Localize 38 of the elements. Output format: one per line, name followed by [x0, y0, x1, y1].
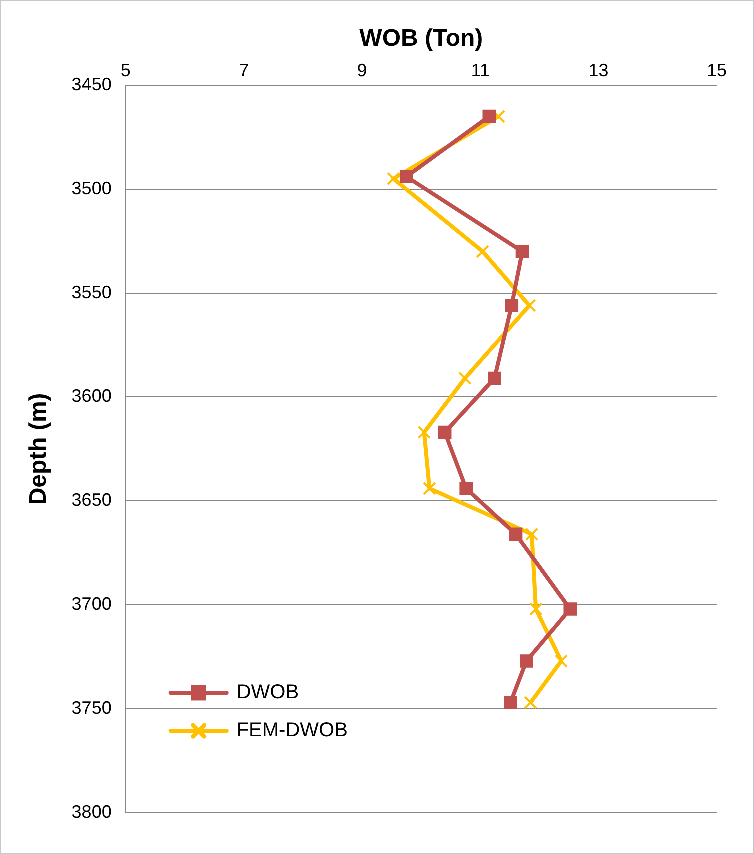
- point: [386, 172, 400, 186]
- point: [529, 602, 543, 616]
- point: [516, 245, 530, 258]
- y-tick-label: 3700: [72, 594, 112, 614]
- point: [400, 170, 414, 184]
- y-tick-label: 3750: [72, 698, 112, 718]
- point: [482, 110, 496, 124]
- point: [505, 299, 519, 312]
- x-tick-label: 13: [588, 60, 609, 81]
- x-axis-title: WOB (Ton): [360, 25, 484, 52]
- y-tick-label: 3550: [72, 282, 112, 302]
- point: [423, 482, 436, 496]
- x-tick-label: 15: [706, 60, 728, 81]
- point: [509, 528, 523, 542]
- x-tick-label: 11: [471, 60, 490, 81]
- legend-label: DWOB: [236, 682, 300, 704]
- point: [458, 372, 472, 386]
- y-tick-label: 3600: [72, 386, 112, 406]
- point: [476, 245, 490, 258]
- x-tick-label: 5: [120, 60, 131, 81]
- point: [525, 528, 539, 542]
- x-tick-label: 7: [239, 60, 250, 81]
- point: [438, 426, 452, 440]
- point: [460, 482, 474, 496]
- point: [418, 426, 432, 440]
- x-tick-label: 9: [357, 60, 368, 81]
- point: [504, 696, 518, 710]
- y-tick-label: 3500: [72, 178, 112, 198]
- point: [564, 602, 578, 616]
- y-axis-title: Depth (m): [25, 393, 52, 506]
- y-tick-label: 3450: [72, 74, 112, 94]
- y-tick-label: 3650: [72, 490, 112, 510]
- point: [554, 654, 568, 668]
- point: [520, 654, 534, 668]
- point: [524, 696, 538, 710]
- legend-label: FEM-DWOB: [236, 720, 348, 742]
- point: [488, 372, 502, 386]
- y-tick-label: 3800: [72, 802, 112, 822]
